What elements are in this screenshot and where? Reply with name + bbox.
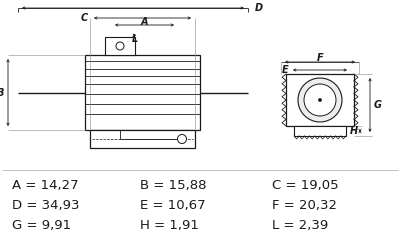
Text: H = 1,91: H = 1,91 xyxy=(140,219,199,232)
Text: E: E xyxy=(281,65,288,75)
Text: B: B xyxy=(0,87,4,98)
Text: B = 15,88: B = 15,88 xyxy=(140,179,206,191)
Circle shape xyxy=(116,42,124,50)
Circle shape xyxy=(298,78,342,122)
Text: E = 10,67: E = 10,67 xyxy=(140,198,206,211)
Text: A = 14,27: A = 14,27 xyxy=(12,179,79,191)
Text: L: L xyxy=(132,34,138,44)
Text: A: A xyxy=(141,17,148,27)
FancyBboxPatch shape xyxy=(294,126,346,136)
FancyBboxPatch shape xyxy=(105,37,135,55)
Circle shape xyxy=(318,99,322,102)
FancyBboxPatch shape xyxy=(85,55,200,130)
FancyBboxPatch shape xyxy=(90,130,195,148)
Text: G = 9,91: G = 9,91 xyxy=(12,219,71,232)
Text: L = 2,39: L = 2,39 xyxy=(272,219,328,232)
FancyBboxPatch shape xyxy=(286,74,354,126)
Text: H: H xyxy=(350,126,358,136)
Text: D = 34,93: D = 34,93 xyxy=(12,198,80,211)
Text: G: G xyxy=(374,100,382,110)
Circle shape xyxy=(178,134,186,143)
Text: F = 20,32: F = 20,32 xyxy=(272,198,337,211)
Text: D: D xyxy=(255,3,263,13)
Circle shape xyxy=(304,84,336,116)
Text: C: C xyxy=(81,13,88,23)
Text: F: F xyxy=(317,53,323,63)
Text: C = 19,05: C = 19,05 xyxy=(272,179,339,191)
